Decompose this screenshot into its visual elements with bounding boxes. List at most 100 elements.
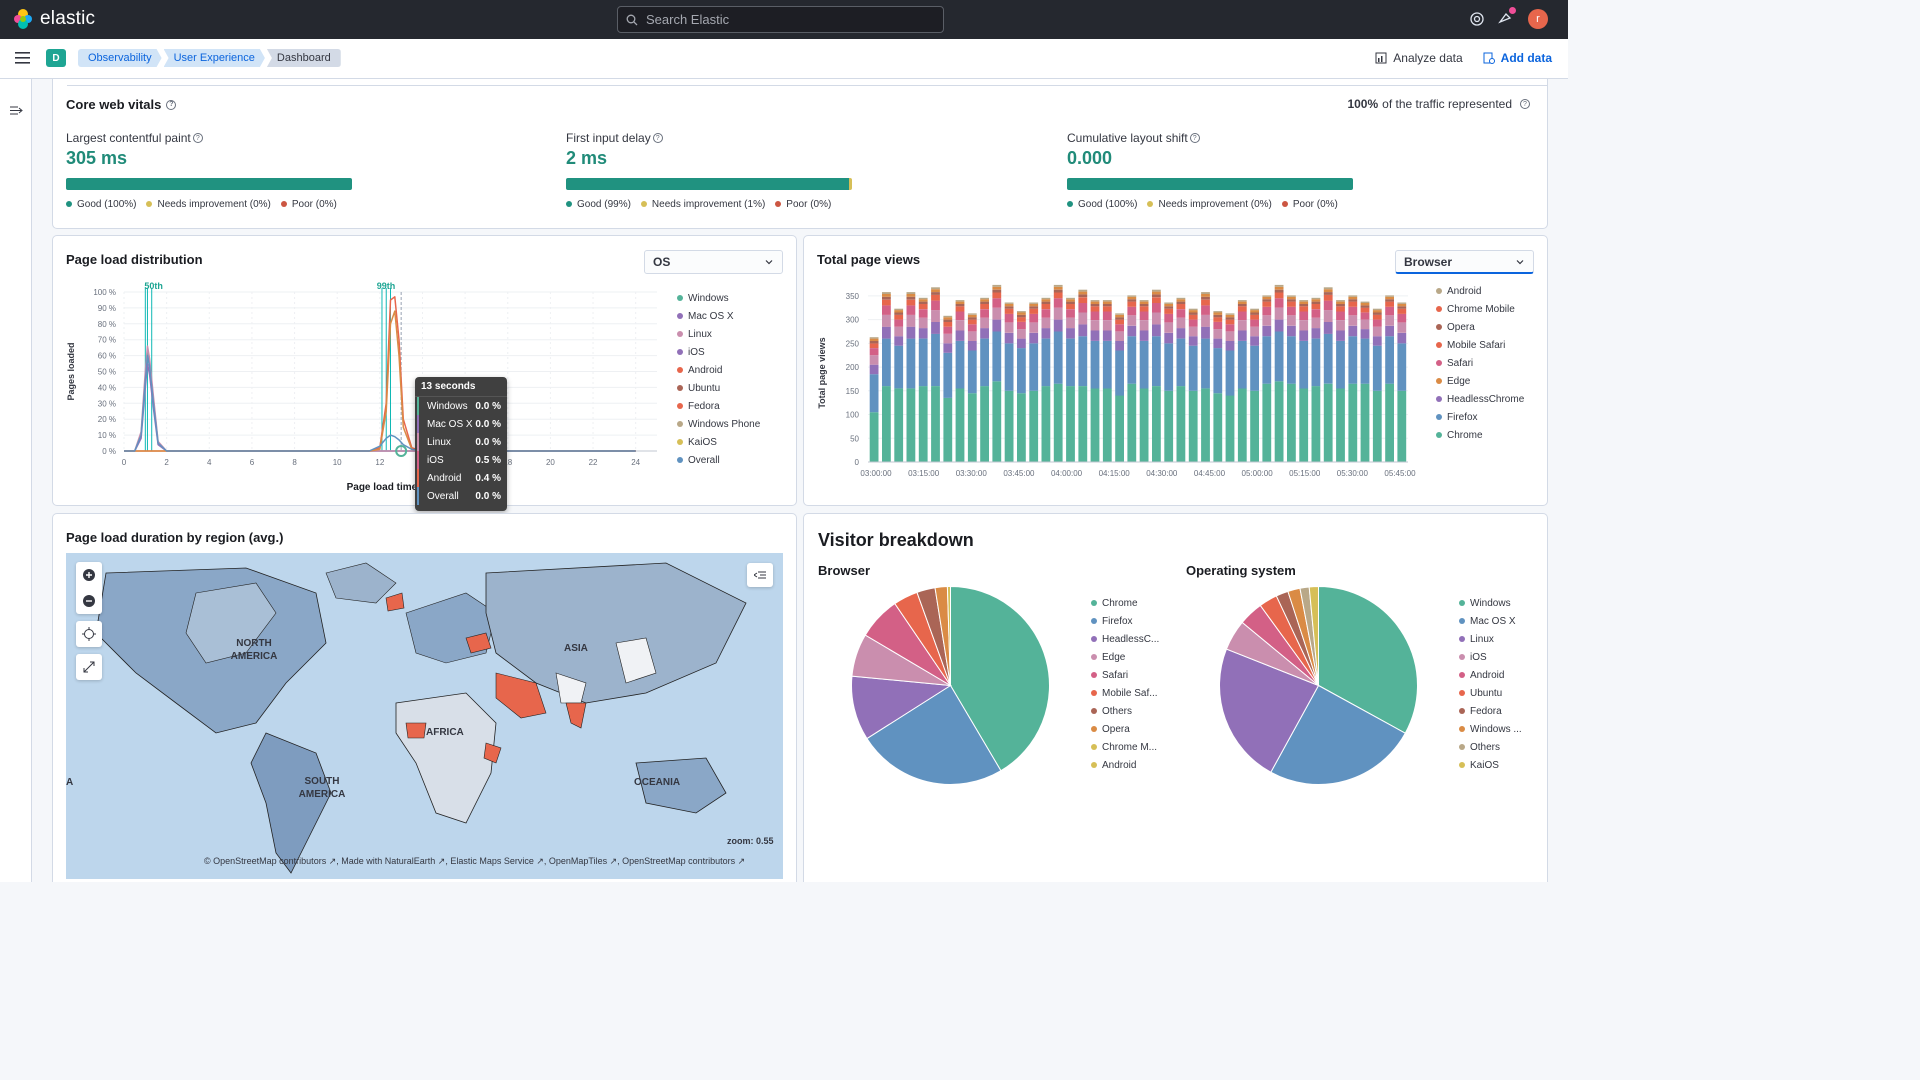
bar-segment-edge[interactable] (918, 317, 928, 329)
bar-segment-safari[interactable] (1397, 313, 1407, 323)
zoom-out-button[interactable] (76, 588, 102, 614)
bar-segment-edge[interactable] (1225, 331, 1235, 342)
bar-segment-chrome-mobile[interactable] (955, 301, 965, 304)
bar-segment-mobile-safari[interactable] (1176, 303, 1186, 310)
bar-segment-chrome-mobile[interactable] (1385, 296, 1394, 300)
bar-segment-opera[interactable] (918, 301, 928, 304)
bar-segment-firefox[interactable] (1139, 341, 1149, 389)
bar-segment-headlesschrome[interactable] (1385, 325, 1394, 337)
legend-item[interactable]: Chrome (1091, 594, 1159, 612)
bar-segment-headlesschrome[interactable] (869, 364, 879, 375)
bar-segment-edge[interactable] (1385, 315, 1394, 326)
bar-segment-headlesschrome[interactable] (1250, 336, 1259, 346)
bar-segment-mobile-safari[interactable] (1213, 317, 1223, 322)
bar-segment-chrome-mobile[interactable] (1372, 310, 1382, 313)
fit-to-data-button[interactable] (76, 621, 102, 647)
legend-item[interactable]: Edge (1091, 648, 1159, 666)
bar-segment-mobile-safari[interactable] (980, 303, 989, 310)
bar-segment-chrome[interactable] (967, 393, 977, 462)
bar-segment-firefox[interactable] (1152, 336, 1161, 386)
expand-sidebar-icon[interactable] (10, 105, 23, 116)
bar-segment-headlesschrome[interactable] (1336, 330, 1345, 341)
legend-item[interactable]: Opera (1091, 720, 1159, 738)
bar-segment-firefox[interactable] (967, 350, 977, 394)
bar-segment-chrome-mobile[interactable] (1336, 301, 1345, 304)
bar-segment-firefox[interactable] (1053, 331, 1063, 384)
bar-segment-chrome-mobile[interactable] (931, 289, 940, 292)
bar-segment-firefox[interactable] (1066, 338, 1075, 387)
bar-segment-chrome-mobile[interactable] (1213, 312, 1223, 315)
bar-segment-mobile-safari[interactable] (918, 303, 928, 310)
bar-segment-firefox[interactable] (1311, 338, 1321, 387)
bar-segment-mobile-safari[interactable] (1004, 308, 1014, 314)
bar-segment-chrome[interactable] (980, 386, 989, 462)
legend-item[interactable]: Android (1091, 756, 1159, 774)
bar-segment-headlesschrome[interactable] (931, 322, 940, 334)
bar-segment-opera[interactable] (1323, 292, 1333, 295)
bar-segment-mobile-safari[interactable] (1274, 292, 1284, 299)
bar-segment-safari[interactable] (1299, 311, 1309, 321)
bar-segment-android[interactable] (1029, 302, 1039, 304)
bar-segment-chrome[interactable] (1188, 390, 1198, 462)
legend-item[interactable]: Chrome M... (1091, 738, 1159, 756)
bar-segment-chrome[interactable] (1311, 386, 1321, 462)
bar-segment-chrome[interactable] (869, 412, 879, 462)
bar-segment-opera[interactable] (955, 303, 965, 307)
bar-segment-android[interactable] (1360, 301, 1370, 303)
info-icon[interactable]: ? (192, 133, 203, 143)
pie-slice-chrome[interactable] (950, 585, 1050, 772)
bar-segment-chrome-mobile[interactable] (1041, 299, 1051, 302)
bar-segment-chrome[interactable] (1336, 388, 1345, 462)
legend-item[interactable]: Mobile Saf... (1091, 684, 1159, 702)
bar-segment-opera[interactable] (1164, 306, 1174, 309)
bar-segment-chrome[interactable] (1176, 386, 1186, 462)
legend-item[interactable]: Fedora (677, 397, 760, 415)
bar-segment-android[interactable] (1164, 302, 1174, 304)
bar-segment-chrome[interactable] (1323, 383, 1333, 462)
legend-item[interactable]: KaiOS (677, 433, 760, 451)
bar-segment-edge[interactable] (1250, 326, 1259, 337)
bar-segment-edge[interactable] (1078, 312, 1088, 325)
bar-segment-mobile-safari[interactable] (1066, 303, 1075, 310)
bar-segment-edge[interactable] (1176, 317, 1186, 329)
bar-segment-edge[interactable] (1213, 329, 1223, 339)
bar-segment-chrome-mobile[interactable] (1004, 303, 1014, 307)
bar-segment-opera[interactable] (906, 296, 916, 300)
bar-segment-opera[interactable] (1250, 312, 1259, 315)
bar-segment-opera[interactable] (1004, 306, 1014, 309)
bar-segment-opera[interactable] (1262, 299, 1272, 302)
bar-segment-mobile-safari[interactable] (931, 294, 940, 301)
bar-segment-safari[interactable] (1250, 319, 1259, 327)
bar-segment-chrome-mobile[interactable] (1176, 299, 1186, 302)
bar-segment-headlesschrome[interactable] (1102, 330, 1112, 341)
legend-item[interactable]: Ubuntu (1459, 684, 1522, 702)
bar-segment-mobile-safari[interactable] (1127, 301, 1137, 307)
bar-segment-chrome-mobile[interactable] (1127, 296, 1137, 300)
legend-item[interactable]: Android (1459, 666, 1522, 684)
menu-icon[interactable] (15, 52, 30, 64)
bar-segment-firefox[interactable] (1385, 336, 1394, 384)
bar-segment-safari[interactable] (1360, 312, 1370, 320)
bar-segment-android[interactable] (1102, 300, 1112, 302)
bar-segment-mobile-safari[interactable] (943, 322, 953, 327)
bar-segment-edge[interactable] (1102, 320, 1112, 331)
bar-segment-mobile-safari[interactable] (1237, 306, 1247, 312)
bar-segment-safari[interactable] (1336, 311, 1345, 321)
bar-segment-opera[interactable] (1287, 299, 1296, 302)
bar-segment-android[interactable] (1262, 295, 1272, 297)
bar-segment-chrome[interactable] (1397, 390, 1407, 462)
bar-segment-safari[interactable] (1164, 313, 1174, 323)
bar-segment-chrome-mobile[interactable] (1237, 301, 1247, 304)
bar-segment-safari[interactable] (1017, 322, 1026, 330)
bar-segment-headlesschrome[interactable] (906, 326, 916, 339)
bar-segment-firefox[interactable] (1274, 331, 1284, 382)
bar-segment-safari[interactable] (882, 305, 891, 315)
bar-segment-opera[interactable] (1188, 312, 1198, 315)
bar-segment-firefox[interactable] (1127, 336, 1137, 384)
bar-segment-headlesschrome[interactable] (1213, 338, 1223, 349)
bar-segment-safari[interactable] (1004, 313, 1014, 323)
bar-segment-mobile-safari[interactable] (992, 292, 1002, 299)
bar-segment-chrome[interactable] (1139, 388, 1149, 462)
legend-item[interactable]: Edge (1436, 372, 1524, 390)
bar-segment-headlesschrome[interactable] (1127, 325, 1137, 337)
